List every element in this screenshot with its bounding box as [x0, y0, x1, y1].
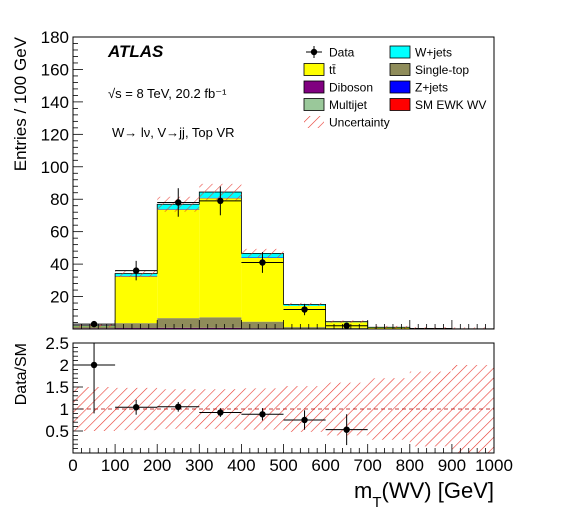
ratio-axes: 0 100 200 300 400 500 600 700 800 900 1000 0.5 1 1.5 2… — [45, 334, 513, 475]
data-point — [217, 197, 224, 205]
x-tick-label: 800 — [396, 456, 424, 475]
ratio-point — [301, 416, 308, 424]
stack-bar-single-top — [283, 327, 326, 329]
upper-y-axis-label: Entries / 100 GeV — [11, 36, 30, 171]
x-tick-label: 400 — [227, 456, 255, 475]
legend-label-multijet: Multijet — [329, 98, 368, 112]
legend-label-diboson: Diboson — [329, 81, 373, 95]
experiment-label: ATLAS — [107, 42, 164, 61]
legend-swatch-w-jets — [389, 45, 411, 59]
ratio-point — [343, 426, 350, 433]
stack-bar-tt- — [157, 209, 200, 319]
data-point — [175, 199, 182, 206]
legend-label-sm-ewk-wv: SM EWK WV — [415, 98, 486, 112]
legend-swatch-tt- — [303, 63, 325, 76]
stack-bar-diboson — [115, 328, 158, 329]
upper-y-tick-label: 60 — [50, 223, 69, 242]
upper-axes: 20 40 60 80 100 120 140 160 180 — [41, 28, 495, 330]
uncertainty-bin — [451, 327, 494, 329]
data-point — [301, 306, 308, 313]
x-tick-label: 600 — [311, 456, 339, 475]
upper-y-tick-label: 100 — [41, 158, 69, 177]
stack-bar-single-top — [73, 326, 116, 329]
uncertainty-bin — [409, 327, 452, 329]
upper-y-tick-label: 180 — [41, 28, 69, 47]
x-tick-label: 200 — [143, 456, 171, 475]
ratio-point — [90, 361, 98, 369]
energy-lumi-annotation: √s = 8 TeV, 20.2 fb⁻¹ — [108, 86, 227, 101]
data-point — [343, 322, 350, 329]
upper-y-tick-label: 140 — [41, 93, 69, 112]
ratio-y-tick-label: 2.5 — [45, 334, 69, 353]
upper-y-tick-label: 160 — [41, 60, 69, 79]
ratio-points — [73, 343, 368, 446]
data-point — [90, 320, 98, 328]
data-point — [259, 259, 266, 266]
stack-bar-tt- — [115, 276, 158, 324]
stack-bar-tt- — [199, 198, 242, 318]
ratio-y-tick-label: 0.5 — [45, 422, 69, 441]
upper-plot: 20 40 60 80 100 120 140 160 180 ATLAS √s = 8 TeV… — [11, 28, 495, 330]
legend-swatch-single-top — [389, 63, 411, 76]
ratio-y-axis-label: Data/SM — [13, 343, 30, 405]
x-tick-label: 700 — [354, 456, 382, 475]
legend-swatch-z-jets — [389, 80, 411, 94]
upper-y-tick-label: 20 — [50, 288, 69, 307]
x-tick-label: 300 — [185, 456, 213, 475]
uncertainty-bin — [325, 320, 368, 323]
upper-y-tick-label: 80 — [50, 190, 69, 209]
upper-y-tick-label: 120 — [41, 125, 69, 144]
x-axis-label: mT(WV) [GeV] — [354, 478, 494, 511]
stacked-histogram — [72, 191, 495, 330]
ratio-point — [217, 409, 224, 416]
legend-label-tt-: tt̄ — [329, 63, 336, 77]
stack-bar-tt- — [283, 305, 326, 328]
ratio-y-tick-label: 2 — [60, 356, 69, 375]
x-tick-label: 1000 — [475, 456, 513, 475]
ratio-point — [175, 403, 182, 410]
data-point — [132, 267, 140, 274]
x-tick-label: 100 — [101, 456, 129, 475]
legend: Data tt̄ Diboson Multijet Uncertainty W+jets S… — [303, 45, 486, 130]
stack-bar-diboson — [73, 328, 116, 329]
legend-swatch-multijet — [303, 98, 325, 111]
uncertainty-bin — [367, 325, 410, 329]
ratio-y-tick-label: 1.5 — [45, 378, 69, 397]
x-tick-label: 900 — [438, 456, 466, 475]
legend-label-single-top: Single-top — [415, 63, 469, 77]
legend-label-z-jets: Z+jets — [415, 81, 448, 95]
ratio-plot: 0 100 200 300 400 500 600 700 800 900 1000 0.5 1 1.5 2… — [13, 334, 513, 475]
ratio-y-tick-label: 1 — [60, 400, 69, 419]
stack-bar-single-top — [241, 321, 284, 329]
legend-swatch-diboson — [303, 80, 325, 94]
stack-bar-diboson — [157, 327, 200, 329]
x-tick-label: 0 — [68, 456, 77, 475]
region-annotation: W→ lν, V→jj, Top VR — [112, 125, 235, 140]
legend-swatch-sm-ewk-wv — [389, 98, 411, 111]
ratio-point — [259, 411, 266, 418]
legend-label-w-jets: W+jets — [415, 46, 452, 60]
x-tick-label: 500 — [269, 456, 297, 475]
legend-label-uncertainty: Uncertainty — [329, 116, 390, 130]
legend-label-data: Data — [329, 46, 355, 60]
stack-bar-diboson — [241, 328, 284, 329]
upper-y-tick-label: 40 — [50, 255, 69, 274]
stack-bar-single-top — [157, 318, 200, 328]
legend-swatch-uncertainty — [304, 116, 324, 128]
stack-bar-single-top — [199, 317, 242, 328]
stack-bar-diboson — [199, 327, 242, 329]
data-points — [73, 186, 368, 329]
legend-marker-data — [310, 48, 318, 56]
ratio-point — [132, 404, 140, 411]
stack-bar-single-top — [115, 323, 158, 329]
